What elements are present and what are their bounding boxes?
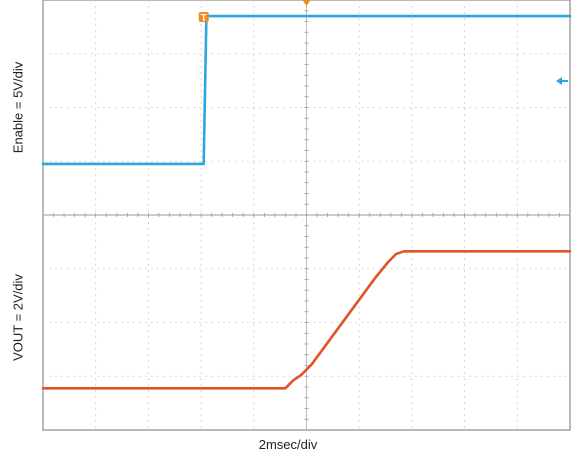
traces	[41, 14, 572, 390]
markers: T	[198, 0, 568, 85]
enable-panel-trace	[41, 14, 572, 166]
trigger-marker-icon	[198, 12, 209, 22]
ch1-arrow-icon	[556, 77, 562, 85]
enable-axis-label: Enable = 5V/div	[10, 61, 26, 154]
grid	[42, 0, 571, 431]
vout-axis-label-text: VOUT = 2V/div	[10, 274, 26, 361]
x-axis-label: 2msec/div	[258, 437, 318, 452]
trigger-position-icon	[302, 0, 311, 6]
trigger-marker-label: T	[201, 13, 207, 24]
vout-axis-label: VOUT = 2V/div	[11, 258, 26, 378]
vout-panel-trace	[41, 250, 572, 390]
